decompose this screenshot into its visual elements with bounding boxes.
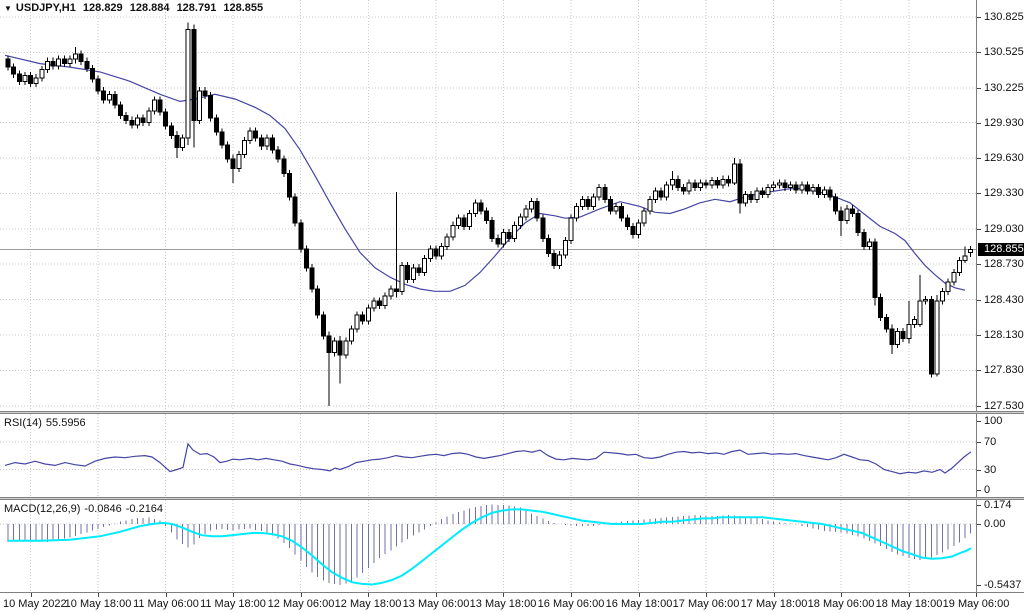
axis-tick-mark — [977, 490, 981, 491]
time-tick-label: 19 May 06:00 — [942, 598, 1010, 610]
macd-label: MACD(12,26,9) -0.0846 -0.2164 — [4, 503, 164, 515]
price-tick-label: 129.630 — [984, 152, 1024, 164]
axis-tick-mark — [977, 158, 981, 159]
time-tick-label: 11 May 18:00 — [200, 598, 266, 610]
close-value: 128.855 — [223, 2, 264, 14]
time-tick-label: 13 May 18:00 — [469, 598, 537, 610]
axis-tick-mark — [977, 370, 981, 371]
time-tick-label: 17 May 18:00 — [740, 598, 808, 610]
axis-tick-mark — [977, 505, 981, 506]
axis-tick-mark — [977, 264, 981, 265]
symbol-dropdown-icon[interactable]: ▼ — [4, 4, 12, 13]
price-tick-label: 128.730 — [984, 258, 1024, 270]
price-tick-label: 129.330 — [984, 187, 1024, 199]
time-tick-mark — [841, 593, 842, 597]
time-tick-mark — [639, 593, 640, 597]
axis-tick-mark — [977, 17, 981, 18]
price-tick-label: 129.930 — [984, 117, 1024, 129]
time-tick-mark — [31, 593, 32, 597]
time-tick-mark — [909, 593, 910, 597]
time-tick-mark — [233, 593, 234, 597]
price-tick-label: 130.225 — [984, 82, 1024, 94]
chart-header: ▼ USDJPY,H1 128.829 128.884 128.791 128.8… — [4, 2, 267, 14]
time-tick-label: 16 May 06:00 — [537, 598, 605, 610]
time-tick-label: 10 May 2022 — [3, 598, 67, 610]
rsi-tick-label: 70 — [984, 436, 997, 448]
time-tick-mark — [774, 593, 775, 597]
time-tick-label: 17 May 06:00 — [672, 598, 740, 610]
time-tick-mark — [436, 593, 437, 597]
axis-tick-mark — [977, 300, 981, 301]
macd-tick-label: 0.174 — [984, 499, 1012, 511]
main-price-chart[interactable] — [0, 0, 976, 411]
time-tick-mark — [976, 593, 977, 597]
axis-tick-mark — [977, 335, 981, 336]
price-tick-label: 127.830 — [984, 364, 1024, 376]
time-tick-label: 10 May 18:00 — [64, 598, 132, 610]
axis-tick-mark — [977, 229, 981, 230]
rsi-indicator-panel[interactable] — [0, 414, 976, 497]
rsi-tick-label: 100 — [984, 415, 1003, 427]
axis-tick-mark — [977, 406, 981, 407]
high-value: 128.884 — [129, 2, 170, 14]
price-tick-label: 130.525 — [984, 46, 1024, 58]
symbol-period-label: USDJPY,H1 — [15, 2, 76, 14]
time-tick-mark — [166, 593, 167, 597]
time-tick-label: 11 May 06:00 — [133, 598, 199, 610]
time-tick-mark — [368, 593, 369, 597]
axis-tick-mark — [977, 52, 981, 53]
axis-tick-mark — [977, 421, 981, 422]
low-value: 128.791 — [176, 2, 217, 14]
price-tick-label: 130.825 — [984, 11, 1024, 23]
axis-tick-mark — [977, 193, 981, 194]
price-tick-label: 127.530 — [984, 400, 1024, 412]
time-tick-label: 12 May 18:00 — [334, 598, 402, 610]
axis-tick-mark — [977, 470, 981, 471]
macd-indicator-panel[interactable] — [0, 500, 976, 592]
axis-tick-mark — [977, 585, 981, 586]
time-tick-mark — [98, 593, 99, 597]
price-tick-label: 128.430 — [984, 294, 1024, 306]
time-tick-mark — [503, 593, 504, 597]
time-tick-label: 12 May 06:00 — [267, 598, 335, 610]
axis-tick-mark — [977, 88, 981, 89]
time-axis[interactable]: 10 May 2022 10 May 18:00 11 May 06:00 11 Ma… — [0, 592, 1024, 613]
axis-tick-mark — [977, 442, 981, 443]
rsi-tick-label: 30 — [984, 464, 997, 476]
macd-tick-label: 0.00 — [984, 518, 1006, 530]
open-value: 128.829 — [82, 2, 123, 14]
time-tick-label: 16 May 18:00 — [605, 598, 673, 610]
time-tick-label: 13 May 06:00 — [402, 598, 470, 610]
rsi-label: RSI(14) 55.5956 — [4, 417, 86, 429]
price-tick-label: 128.130 — [984, 329, 1024, 341]
axis-tick-mark — [977, 524, 981, 525]
rsi-tick-label: 0 — [984, 484, 991, 496]
panel-separator-2[interactable] — [0, 497, 1024, 500]
time-tick-mark — [706, 593, 707, 597]
price-tick-label: 129.030 — [984, 223, 1024, 235]
price-axis[interactable]: 128.855 130.825 130.525 130.225 129.930 129.… — [976, 0, 1024, 592]
time-tick-label: 18 May 06:00 — [807, 598, 875, 610]
time-tick-mark — [301, 593, 302, 597]
macd-tick-label: -0.5437 — [984, 579, 1022, 591]
time-tick-mark — [571, 593, 572, 597]
axis-tick-mark — [977, 123, 981, 124]
panel-separator-1[interactable] — [0, 411, 1024, 414]
current-price-tag: 128.855 — [978, 243, 1024, 256]
time-tick-label: 18 May 18:00 — [875, 598, 943, 610]
